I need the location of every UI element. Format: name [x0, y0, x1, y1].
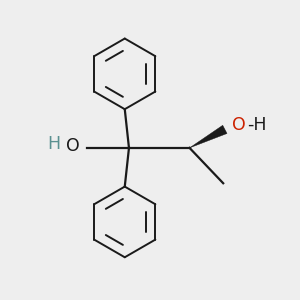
Text: -H: -H [248, 116, 267, 134]
Polygon shape [190, 125, 227, 148]
Text: O: O [232, 116, 245, 134]
Text: O: O [66, 137, 80, 155]
Text: H: H [47, 135, 60, 153]
